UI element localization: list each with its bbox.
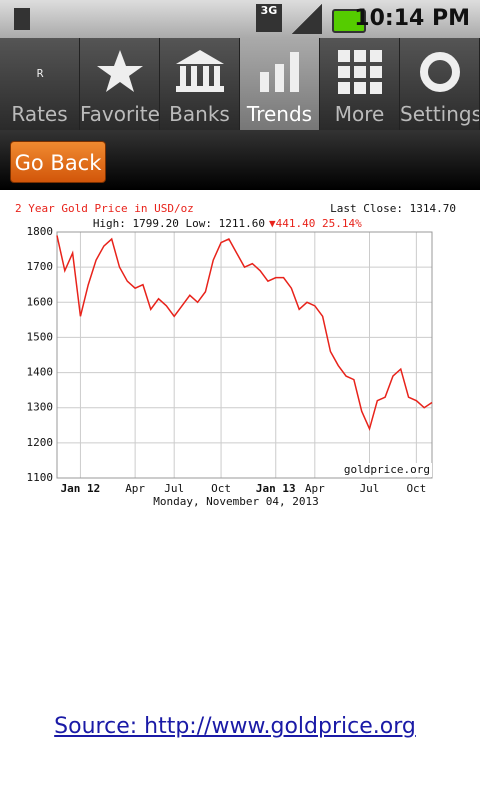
tab[interactable]: R Rates (0, 38, 80, 130)
tab-label: Settings (400, 102, 479, 126)
sd-icon (14, 8, 30, 30)
x-tick-label: Apr (305, 482, 325, 495)
status-bar: 3G 10:14 PM (0, 0, 480, 38)
signal-icon (292, 4, 322, 34)
tab-bar: R Rates Favorites Banks Trends More Settings (0, 38, 480, 130)
x-tick-label: Oct (211, 482, 231, 495)
price-line (56, 235, 433, 432)
x-tick-label: Jan 13 (256, 482, 296, 495)
tab[interactable]: More (320, 38, 400, 130)
x-tick-label: Jul (360, 482, 380, 495)
y-tick-label: 1600 (27, 295, 54, 308)
chart-title: 2 Year Gold Price in USD/oz (15, 202, 194, 215)
network-icon: 3G (256, 4, 282, 32)
source-link[interactable]: Source: http://www.goldprice.org (54, 714, 416, 739)
chart: 2 Year Gold Price in USD/oz Last Close: … (0, 195, 480, 515)
change: ▼441.40 25.14% (269, 217, 362, 230)
watermark-bg (352, 463, 432, 477)
plot-frame (56, 231, 433, 479)
x-tick-label: Apr (125, 482, 145, 495)
tab-label: More (334, 102, 385, 126)
tab[interactable]: Banks (160, 38, 240, 130)
clock: 10:14 PM (354, 6, 470, 31)
go-back-button[interactable]: Go Back (10, 141, 106, 183)
tab[interactable]: Settings (400, 38, 480, 130)
y-tick-label: 1200 (27, 436, 54, 449)
svg-text:R: R (37, 67, 44, 80)
y-tick-label: 1800 (27, 225, 54, 238)
watermark: goldprice.org (344, 463, 430, 476)
x-tick-label: Oct (406, 482, 426, 495)
tab-label: Rates (11, 102, 68, 126)
tab[interactable]: Trends (240, 38, 320, 130)
y-tick-label: 1100 (27, 471, 54, 484)
high-low: High: 1799.20 Low: 1211.60 (93, 217, 265, 230)
tab-icon (260, 52, 299, 92)
tab-icon (338, 50, 382, 94)
tab-icon: R (37, 67, 44, 80)
tab-icon (176, 50, 224, 92)
y-tick-label: 1500 (27, 330, 54, 343)
y-tick-label: 1400 (27, 366, 54, 379)
tab-icon (420, 52, 460, 92)
y-tick-label: 1300 (27, 401, 54, 414)
x-axis-title: Monday, November 04, 2013 (153, 495, 319, 508)
last-close: Last Close: 1314.70 (330, 202, 456, 215)
tab-label: Favorites (80, 102, 159, 126)
tab-label: Trends (246, 102, 313, 126)
battery-icon (332, 9, 366, 33)
x-tick-label: Jan 12 (61, 482, 101, 495)
tab-label: Banks (169, 102, 230, 126)
tab-icon (97, 50, 143, 92)
x-tick-label: Jul (164, 482, 184, 495)
y-tick-label: 1700 (27, 260, 54, 273)
tab[interactable]: Favorites (80, 38, 160, 130)
